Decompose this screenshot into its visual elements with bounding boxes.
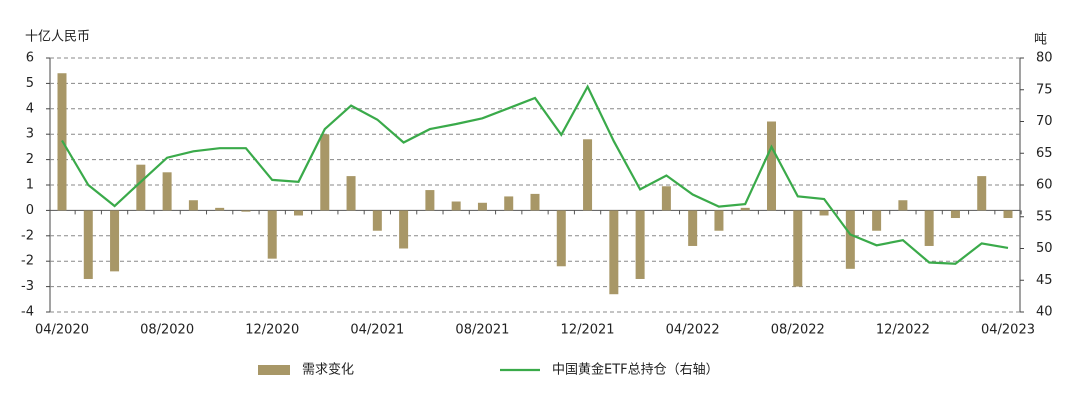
y2-tick-label: 60 bbox=[1036, 178, 1053, 193]
bar bbox=[162, 172, 172, 211]
bar bbox=[425, 190, 435, 211]
x-tick-label: 08/2021 bbox=[455, 323, 509, 338]
bar bbox=[399, 210, 409, 249]
bar bbox=[320, 134, 330, 211]
y-tick-label: -4 bbox=[21, 305, 34, 320]
bar bbox=[556, 210, 566, 267]
bar bbox=[451, 201, 461, 211]
bar bbox=[346, 176, 356, 211]
bar bbox=[530, 193, 540, 211]
bar bbox=[793, 210, 803, 287]
y2-tick-label: 75 bbox=[1036, 82, 1053, 97]
x-tick-label: 04/2022 bbox=[666, 323, 720, 338]
bar bbox=[609, 210, 619, 295]
bar bbox=[950, 210, 960, 219]
y-axis-label: 十亿人民币 bbox=[25, 30, 90, 45]
y-tick-label: 1 bbox=[26, 178, 34, 193]
x-tick-label: 04/2020 bbox=[35, 323, 89, 338]
y2-tick-label: 80 bbox=[1036, 51, 1053, 66]
bar bbox=[477, 202, 487, 211]
bar bbox=[241, 210, 251, 212]
y2-tick-label: 55 bbox=[1036, 209, 1053, 224]
bar bbox=[898, 200, 908, 211]
x-tick-label: 08/2020 bbox=[140, 323, 194, 338]
y-tick-label: -2 bbox=[21, 228, 34, 243]
y-tick-label: 0 bbox=[26, 203, 34, 218]
x-tick-label: 12/2020 bbox=[245, 323, 299, 338]
line bbox=[61, 84, 1009, 265]
bar bbox=[977, 176, 987, 211]
bar bbox=[372, 210, 382, 231]
bar bbox=[267, 210, 277, 259]
x-tick-label: 08/2022 bbox=[771, 323, 825, 338]
bar bbox=[1003, 210, 1013, 219]
bar bbox=[635, 210, 645, 279]
y-tick-label: 4 bbox=[26, 101, 34, 116]
bar bbox=[294, 210, 303, 216]
x-tick-label: 12/2022 bbox=[876, 323, 930, 338]
bar bbox=[110, 210, 120, 272]
y2-tick-label: 45 bbox=[1036, 273, 1053, 288]
bar bbox=[767, 121, 776, 211]
y-tick-label: 2 bbox=[26, 152, 34, 167]
y-tick-label: 6 bbox=[26, 51, 34, 66]
bar bbox=[688, 210, 698, 246]
bar bbox=[215, 207, 225, 211]
bar bbox=[845, 210, 855, 269]
bar bbox=[924, 210, 934, 246]
bar bbox=[740, 207, 750, 211]
y2-axis-label: 吨 bbox=[1034, 33, 1047, 48]
bar bbox=[583, 139, 593, 211]
x-tick-label: 04/2023 bbox=[981, 323, 1035, 338]
bar bbox=[188, 200, 198, 211]
bar bbox=[136, 164, 146, 211]
y-tick-label: -3 bbox=[21, 279, 34, 294]
bar bbox=[504, 196, 514, 211]
legend-swatch bbox=[258, 365, 290, 375]
y-tick-label: -2 bbox=[21, 254, 34, 269]
x-tick-label: 12/2021 bbox=[561, 323, 615, 338]
y2-tick-label: 65 bbox=[1036, 146, 1053, 161]
y-tick-label: 3 bbox=[26, 127, 34, 142]
legend-label: 中国黄金ETF总持仓（右轴） bbox=[552, 362, 719, 378]
bar bbox=[661, 186, 671, 211]
y2-tick-label: 50 bbox=[1036, 241, 1053, 256]
bar bbox=[714, 210, 724, 231]
x-tick-label: 04/2021 bbox=[350, 323, 404, 338]
legend-label: 需求变化 bbox=[302, 362, 354, 378]
y2-tick-label: 70 bbox=[1036, 114, 1053, 129]
y-tick-label: 5 bbox=[26, 76, 34, 91]
bar bbox=[872, 210, 882, 231]
y2-tick-label: 40 bbox=[1036, 305, 1053, 320]
bar bbox=[83, 210, 93, 279]
bar bbox=[819, 210, 829, 216]
